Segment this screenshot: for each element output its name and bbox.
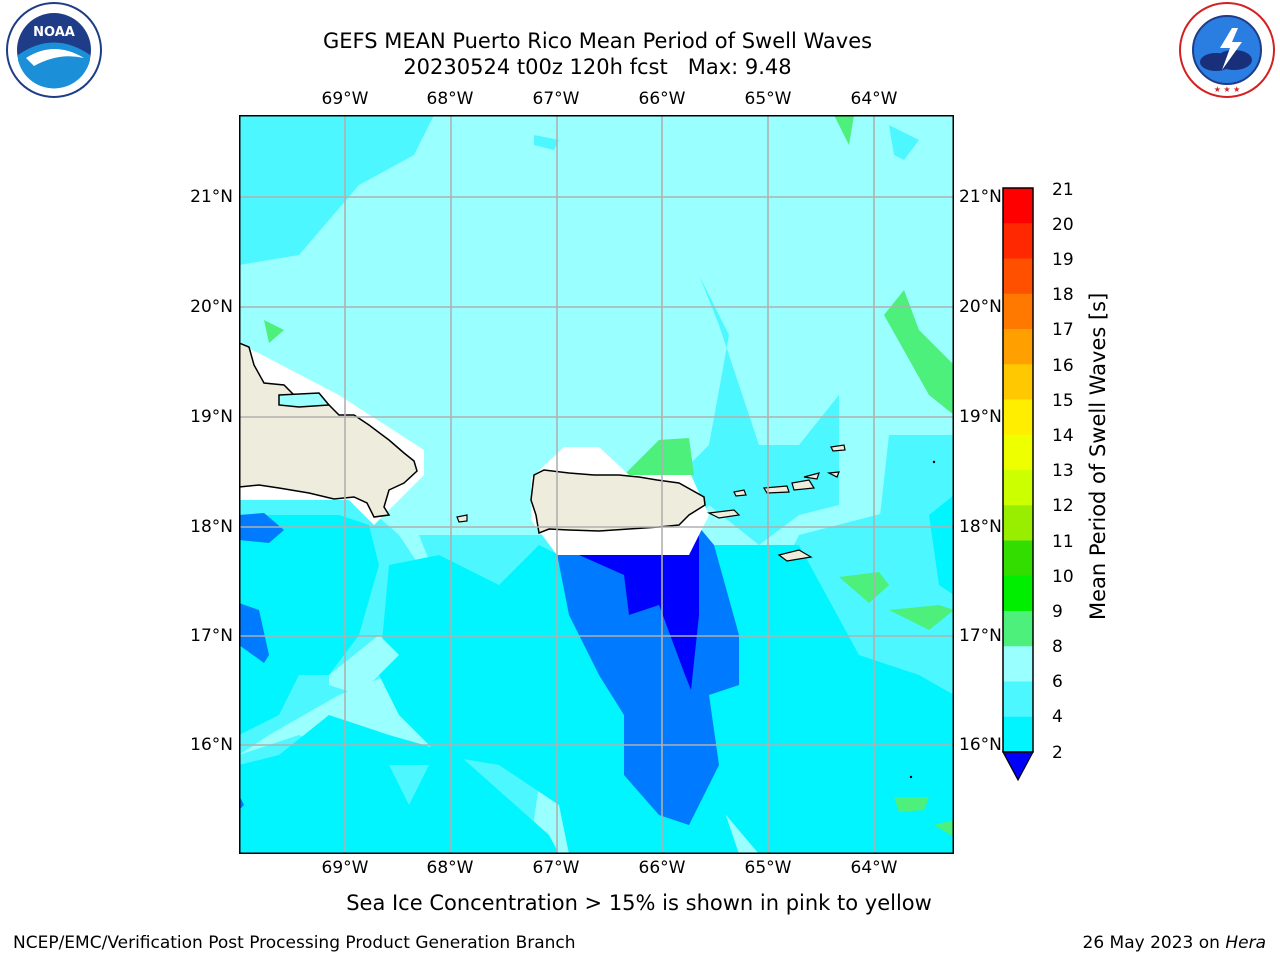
contour-6-8-region: [239, 115, 434, 265]
lon-label-bottom: 67°W: [532, 858, 580, 878]
nws-logo: ★ ★ ★: [1179, 2, 1275, 98]
colorbar-tick: 6: [1052, 672, 1063, 692]
lon-label-bottom: 65°W: [744, 858, 792, 878]
colorbar-tick: 19: [1052, 250, 1074, 270]
lon-label-top: 69°W: [321, 89, 369, 109]
noaa-logo-text: NOAA: [33, 25, 75, 40]
lat-label-right: 21°N: [959, 187, 1002, 207]
colorbar-cell: [1003, 470, 1033, 506]
colorbar-tick: 15: [1052, 391, 1074, 411]
lat-label-right: 20°N: [959, 297, 1002, 317]
map-panel: [239, 115, 954, 854]
colorbar-tick: 2: [1052, 743, 1063, 763]
colorbar-cell: [1003, 293, 1033, 330]
colorbar-tick: 13: [1052, 461, 1074, 481]
colorbar-cell: [1003, 611, 1033, 647]
footer-date: 26 May 2023 on Hera: [1083, 933, 1267, 953]
lat-label-right: 17°N: [959, 626, 1002, 646]
colorbar-frame: [1002, 187, 1034, 753]
colorbar-tick: 17: [1052, 320, 1074, 340]
colorbar: [1001, 187, 1035, 782]
colorbar-cell: [1003, 258, 1033, 295]
lat-label-left: 18°N: [190, 517, 233, 537]
lon-label-top: 65°W: [744, 89, 792, 109]
anegada-island: [830, 444, 846, 452]
lat-label-left: 19°N: [190, 407, 233, 427]
lon-label-bottom: 68°W: [426, 858, 474, 878]
colorbar-cell: [1003, 681, 1033, 718]
mona-island: [456, 514, 468, 523]
hispaniola-landmass: [239, 342, 418, 518]
chart-title-line2: 20230524 t00z 120h fcst Max: 9.48: [403, 55, 792, 79]
lat-label-left: 17°N: [190, 626, 233, 646]
footer-branch: NCEP/EMC/Verification Post Processing Pr…: [13, 933, 576, 953]
colorbar-cell: [1003, 646, 1033, 682]
colorbar-tick: 16: [1052, 356, 1074, 376]
colorbar-extend-triangle: [1001, 751, 1035, 782]
map-frame: [239, 115, 954, 854]
lon-label-top: 64°W: [850, 89, 898, 109]
lon-label-bottom: 69°W: [321, 858, 369, 878]
lat-label-left: 20°N: [190, 297, 233, 317]
colorbar-tick: 12: [1052, 496, 1074, 516]
colorbar-tick: 20: [1052, 215, 1074, 235]
colorbar-label: Mean Period of Swell Waves [s]: [1086, 292, 1110, 620]
lat-label-left: 21°N: [190, 187, 233, 207]
colorbar-tick: 9: [1052, 602, 1063, 622]
footer-date-text: 26 May 2023 on: [1082, 933, 1226, 953]
lon-label-top: 66°W: [638, 89, 686, 109]
lat-label-left: 16°N: [190, 735, 233, 755]
lon-label-top: 67°W: [532, 89, 580, 109]
colorbar-tick: 14: [1052, 426, 1074, 446]
colorbar-tick: 11: [1052, 532, 1074, 552]
colorbar-cell: [1003, 223, 1033, 259]
colorbar-tick: 18: [1052, 285, 1074, 305]
lon-label-bottom: 64°W: [850, 858, 898, 878]
lat-label-right: 18°N: [959, 517, 1002, 537]
lon-label-bottom: 66°W: [638, 858, 686, 878]
chart-title-line1: GEFS MEAN Puerto Rico Mean Period of Swe…: [322, 29, 873, 53]
colorbar-cell: [1003, 716, 1033, 753]
noaa-logo: NOAA: [6, 2, 102, 98]
colorbar-cell: [1003, 434, 1033, 471]
contour-4-6-region: [239, 515, 379, 735]
colorbar-tick: 8: [1052, 637, 1063, 657]
colorbar-tick: 4: [1052, 707, 1063, 727]
contour-9-10-region: [624, 438, 694, 475]
lat-label-right: 19°N: [959, 407, 1002, 427]
colorbar-tick: 21: [1052, 180, 1074, 200]
sea-ice-note: Sea Ice Concentration > 15% is shown in …: [346, 891, 932, 915]
lon-label-top: 68°W: [426, 89, 474, 109]
colorbar-cell: [1003, 575, 1033, 612]
map-gridlines: [239, 115, 954, 854]
footer-machine: Hera: [1225, 933, 1266, 953]
colorbar-cell: [1003, 399, 1033, 436]
colorbar-cell: [1003, 329, 1033, 365]
colorbar-cell: [1003, 364, 1033, 400]
vieques-island: [706, 509, 741, 519]
contour-below-2-region: [579, 525, 699, 690]
svg-text:★ ★ ★: ★ ★ ★: [1214, 85, 1241, 94]
colorbar-tick: 10: [1052, 567, 1074, 587]
lat-label-right: 16°N: [959, 735, 1002, 755]
colorbar-cell: [1003, 188, 1033, 224]
colorbar-cell: [1003, 540, 1033, 577]
st-croix-island: [777, 549, 813, 562]
colorbar-cell: [1003, 505, 1033, 541]
